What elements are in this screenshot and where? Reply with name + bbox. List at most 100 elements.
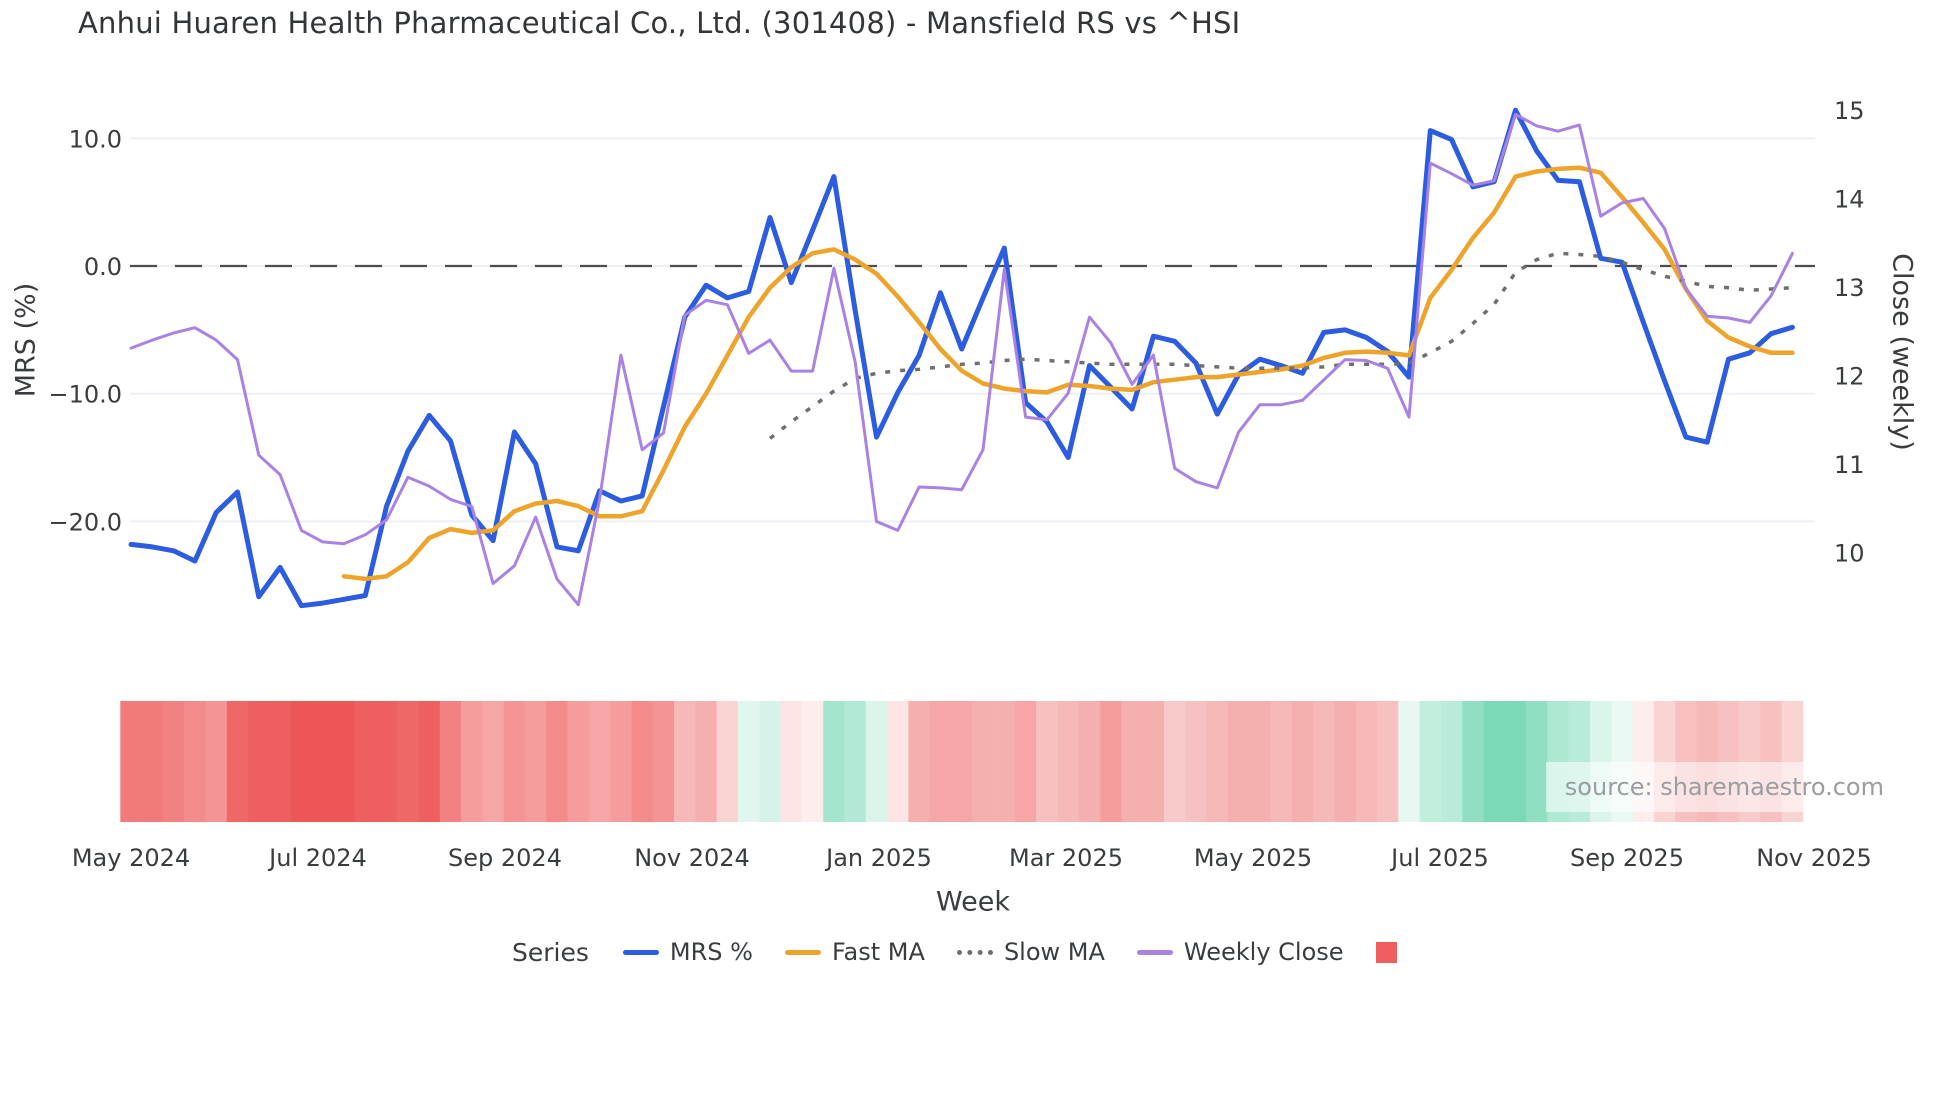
- heatmap-cell: [972, 701, 994, 822]
- legend-label-weekly-close: Weekly Close: [1183, 938, 1344, 966]
- heatmap-cell: [1334, 701, 1356, 822]
- heatmap-cell: [1206, 701, 1229, 822]
- y-left-tick-label: 0.0: [84, 253, 122, 281]
- heatmap-cell: [397, 701, 419, 822]
- heatmap-cell: [525, 701, 547, 822]
- x-axis-label: Week: [936, 886, 1010, 918]
- x-tick-label: Jul 2024: [267, 844, 367, 872]
- heatmap-cell: [652, 701, 675, 822]
- heatmap-cell: [290, 701, 313, 822]
- legend-title: Series: [512, 937, 589, 967]
- y-left-tick-label: −20.0: [48, 508, 122, 536]
- legend-swatch-slow-ma-dotted-icon: [956, 949, 993, 955]
- heatmap-cell: [269, 701, 291, 822]
- heatmap-cell: [354, 701, 377, 822]
- heatmap-cell: [567, 701, 590, 822]
- source-watermark: source: sharemaestro.com: [1546, 762, 1892, 812]
- series-line-weekly-close: [129, 112, 1794, 607]
- heatmap-cell: [1164, 701, 1186, 822]
- heatmap-cell: [205, 701, 228, 822]
- y-right-tick-label: 14: [1834, 186, 1865, 214]
- heatmap-cell: [780, 701, 803, 822]
- heatmap-cell: [844, 701, 867, 822]
- heatmap-cell: [588, 701, 611, 822]
- y-right-tick-label: 15: [1834, 97, 1865, 125]
- heatmap-cell: [929, 701, 952, 822]
- heatmap-cell: [120, 701, 142, 822]
- heatmap-cell: [141, 701, 164, 822]
- heatmap-cell: [1526, 701, 1548, 822]
- heatmap-cell: [1270, 701, 1293, 822]
- heatmap-cell: [1185, 701, 1207, 822]
- heatmap-cell: [1014, 701, 1037, 822]
- series-line-fast-ma: [341, 165, 1795, 582]
- heatmap-cell: [1142, 701, 1165, 822]
- heatmap-cell: [461, 701, 483, 822]
- legend-swatch-heatmap-square-icon: [1375, 941, 1397, 963]
- heatmap-cell: [1355, 701, 1378, 822]
- legend-item-slow-ma: Slow MA: [956, 938, 1105, 966]
- heatmap-cell: [1036, 701, 1058, 822]
- heatmap-cell: [1057, 701, 1080, 822]
- heatmap-cell: [1121, 701, 1143, 822]
- heatmap-cell: [695, 701, 717, 822]
- legend-swatch-mrs-line-icon: [622, 949, 659, 955]
- heatmap-cell: [375, 701, 398, 822]
- heatmap-cell: [333, 701, 355, 822]
- heatmap-cell: [1377, 701, 1399, 822]
- heatmap-cell: [482, 701, 504, 822]
- legend-label-mrs: MRS %: [669, 938, 753, 966]
- x-tick-label: May 2024: [72, 844, 190, 872]
- heatmap-cell: [226, 701, 249, 822]
- legend-item-fast-ma: Fast MA: [784, 938, 925, 966]
- heatmap-cell: [1440, 701, 1463, 822]
- legend-swatch-fast-ma-line-icon: [784, 949, 821, 955]
- heatmap-cell: [887, 701, 909, 822]
- heatmap-cell: [908, 701, 930, 822]
- heatmap-cell: [674, 701, 696, 822]
- y-axis-label-left: MRS (%): [10, 282, 42, 398]
- heatmap-cell: [418, 701, 441, 822]
- heatmap-cell: [823, 701, 845, 822]
- heatmap-cell: [1483, 701, 1506, 822]
- heatmap-cell: [248, 701, 270, 822]
- legend-item-heatmap: [1375, 941, 1397, 963]
- heatmap-cell: [631, 701, 654, 822]
- x-tick-label: May 2025: [1194, 844, 1312, 872]
- heatmap-cell: [1462, 701, 1484, 822]
- heatmap-cell: [610, 701, 632, 822]
- heatmap-cell: [951, 701, 973, 822]
- y-right-tick-label: 13: [1834, 274, 1865, 302]
- heatmap-cell: [801, 701, 824, 822]
- heatmap-cell: [865, 701, 888, 822]
- legend-item-weekly-close: Weekly Close: [1136, 938, 1344, 966]
- heatmap-cell: [1227, 701, 1250, 822]
- x-tick-label: Sep 2024: [448, 844, 562, 872]
- chart-title: Anhui Huaren Health Pharmaceutical Co., …: [78, 6, 1241, 40]
- legend-label-fast-ma: Fast MA: [831, 938, 925, 966]
- legend: Series MRS % Fast MA Slow MA Weekly Clos…: [512, 934, 1429, 970]
- heatmap-cell: [312, 701, 334, 822]
- y-right-tick-label: 12: [1834, 363, 1865, 391]
- y-left-tick-label: 10.0: [69, 125, 122, 153]
- y-axis-label-right: Close (weekly): [1886, 253, 1918, 451]
- heatmap-cell: [503, 701, 526, 822]
- heatmap-cell: [1313, 701, 1335, 822]
- heatmap-cell: [716, 701, 739, 822]
- x-tick-label: Mar 2025: [1009, 844, 1123, 872]
- x-tick-label: Jan 2025: [824, 844, 932, 872]
- heatmap-cell: [1419, 701, 1442, 822]
- heatmap-cell: [1504, 701, 1527, 822]
- series-line-mrs-: [128, 107, 1795, 609]
- heatmap-cell: [738, 701, 760, 822]
- heatmap-cell: [1078, 701, 1101, 822]
- heatmap-cell: [993, 701, 1016, 822]
- y-right-tick-label: 10: [1834, 540, 1865, 568]
- heatmap-cell: [1398, 701, 1420, 822]
- heatmap-cell: [546, 701, 568, 822]
- heatmap-cell: [1291, 701, 1314, 822]
- source-text: source: sharemaestro.com: [1564, 773, 1884, 801]
- y-right-tick-label: 11: [1834, 451, 1865, 479]
- heatmap-cell: [1249, 701, 1271, 822]
